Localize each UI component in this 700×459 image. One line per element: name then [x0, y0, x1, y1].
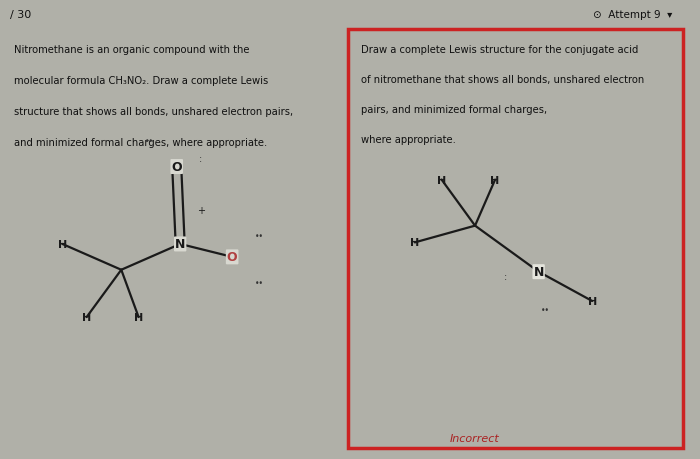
Text: H: H: [410, 238, 419, 248]
Text: Draw a complete Lewis structure for the conjugate acid: Draw a complete Lewis structure for the …: [361, 45, 638, 55]
Text: H: H: [82, 313, 91, 322]
Text: ⊙  Attempt 9  ▾: ⊙ Attempt 9 ▾: [593, 10, 672, 20]
Text: / 30: / 30: [10, 10, 32, 20]
Text: :: :: [199, 154, 202, 163]
Text: ••: ••: [541, 305, 550, 314]
Text: ••: ••: [256, 279, 265, 287]
Text: Nitromethane is an organic compound with the: Nitromethane is an organic compound with…: [14, 45, 249, 55]
Text: N: N: [533, 266, 544, 279]
Text: N: N: [175, 238, 186, 251]
Text: Incorrect: Incorrect: [450, 433, 500, 443]
Text: H: H: [134, 313, 143, 322]
Text: O: O: [172, 161, 182, 174]
Text: of nitromethane that shows all bonds, unshared electron: of nitromethane that shows all bonds, un…: [361, 74, 645, 84]
Text: :: :: [503, 271, 507, 281]
Text: molecular formula CH₃NO₂. Draw a complete Lewis: molecular formula CH₃NO₂. Draw a complet…: [14, 76, 268, 86]
Text: and minimized formal charges, where appropriate.: and minimized formal charges, where appr…: [14, 138, 267, 147]
Text: +: +: [197, 205, 205, 215]
Text: H: H: [57, 240, 67, 249]
Text: ••: ••: [256, 231, 265, 241]
Text: H: H: [491, 175, 500, 185]
Text: H: H: [587, 297, 597, 306]
Text: ••: ••: [144, 137, 153, 146]
Text: structure that shows all bonds, unshared electron pairs,: structure that shows all bonds, unshared…: [14, 106, 293, 117]
Text: H: H: [437, 175, 446, 185]
Text: pairs, and minimized formal charges,: pairs, and minimized formal charges,: [361, 105, 547, 115]
Text: where appropriate.: where appropriate.: [361, 134, 456, 145]
Text: O: O: [227, 251, 237, 264]
